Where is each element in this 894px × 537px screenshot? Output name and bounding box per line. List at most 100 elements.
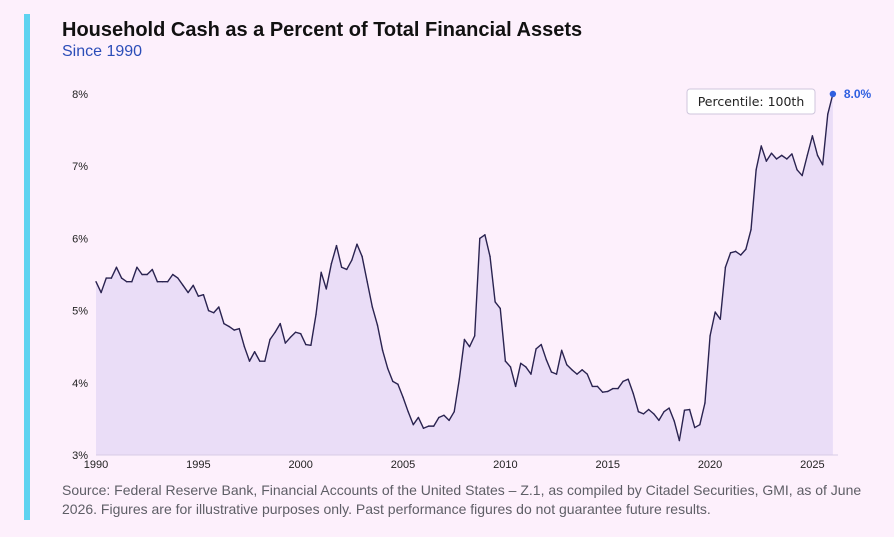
series-line-segment — [407, 410, 414, 426]
data-point — [361, 255, 363, 257]
series-line-segment — [755, 145, 762, 171]
data-point — [115, 266, 117, 268]
series-line-segment — [596, 385, 604, 393]
series-line-segment — [110, 266, 118, 279]
series-line-segment — [499, 307, 507, 362]
series-line-segment — [504, 360, 512, 368]
data-point — [694, 426, 696, 428]
series-line-segment — [361, 255, 368, 283]
data-point — [397, 383, 399, 385]
percentile-label: Percentile: 100th — [698, 94, 805, 109]
data-point — [494, 301, 496, 303]
data-point — [750, 229, 752, 231]
data-point — [514, 385, 516, 387]
data-point — [182, 284, 184, 286]
series-line-segment — [131, 266, 138, 283]
series-line-segment — [448, 410, 455, 422]
data-point — [770, 152, 772, 154]
series-line-segment — [187, 284, 194, 294]
series-line-segment — [346, 259, 353, 271]
data-point — [607, 390, 609, 392]
data-point — [248, 360, 250, 362]
data-point — [366, 281, 368, 283]
y-tick-label: 3% — [72, 450, 88, 462]
series-line-segment — [484, 234, 491, 258]
data-point — [463, 338, 465, 340]
data-point — [473, 335, 475, 337]
data-point — [289, 336, 291, 338]
series-line-segment — [253, 351, 261, 362]
series-line-segment — [576, 369, 583, 375]
series-line-segment — [412, 416, 420, 426]
series-line-segment — [489, 255, 496, 303]
series-line-segment — [197, 294, 205, 297]
data-point — [228, 325, 230, 327]
series-line-segment — [330, 244, 338, 265]
data-point — [571, 369, 573, 371]
series-line-segment — [356, 243, 363, 258]
data-point — [786, 158, 788, 160]
series-line-segment — [294, 331, 302, 335]
data-point — [791, 153, 793, 155]
series-line-segment — [571, 369, 578, 375]
data-point — [704, 402, 706, 404]
series-line-segment — [786, 153, 793, 160]
data-point — [136, 266, 138, 268]
data-point — [719, 318, 721, 320]
series-line-segment — [601, 390, 609, 393]
data-point — [658, 419, 660, 421]
data-point — [243, 346, 245, 348]
series-line-segment — [632, 392, 640, 413]
data-point — [269, 338, 271, 340]
series-line-segment — [535, 343, 542, 350]
data-point — [213, 312, 215, 314]
data-point — [678, 439, 680, 441]
series-line-segment — [376, 324, 384, 352]
series-line-segment — [366, 281, 374, 308]
series-line-segment — [509, 366, 517, 388]
series-line-segment — [801, 154, 808, 177]
series-line-segment — [514, 362, 522, 388]
series-line-segment — [202, 294, 210, 312]
series-line-segment — [177, 277, 184, 287]
series-line-segment — [182, 284, 189, 294]
data-point — [504, 360, 506, 362]
data-point — [417, 416, 419, 418]
data-point — [166, 281, 168, 283]
series-line-segment — [622, 378, 629, 383]
data-point — [141, 273, 143, 275]
percentile-box — [686, 88, 816, 115]
data-point — [545, 359, 547, 361]
x-tick-label: 2010 — [493, 459, 517, 470]
data-point — [412, 423, 414, 425]
data-point — [105, 277, 107, 279]
data-point — [816, 154, 818, 156]
series-line-segment — [673, 420, 681, 442]
series-line-segment — [724, 252, 732, 268]
data-point — [310, 344, 312, 346]
series-line-segment — [694, 423, 701, 429]
series-line-segment — [248, 351, 256, 362]
y-tick-label: 4% — [72, 378, 88, 390]
data-point — [458, 378, 460, 380]
series-line-segment — [397, 383, 404, 398]
series-line-segment — [172, 273, 179, 279]
data-point — [617, 387, 619, 389]
data-point — [591, 385, 593, 387]
series-line-segment — [617, 380, 624, 390]
series-line-segment — [566, 364, 573, 371]
series-line-segment — [545, 359, 553, 373]
data-point — [740, 254, 742, 256]
data-point — [238, 327, 240, 329]
axis-ticks: 3% 4% 5% 6% 7% 8% 1990 1995 2000 2005 2010 2015 2020… — [72, 89, 825, 470]
accent-bar — [24, 14, 30, 520]
series-line-segment — [740, 248, 747, 256]
series-line-segment — [550, 371, 558, 375]
data-point — [294, 331, 296, 333]
series-line-segment — [750, 169, 757, 231]
series-line-segment — [371, 306, 379, 326]
series-line-segment — [607, 387, 614, 393]
series-line-segment — [100, 277, 107, 294]
data-point — [320, 271, 322, 273]
data-point — [525, 366, 527, 368]
